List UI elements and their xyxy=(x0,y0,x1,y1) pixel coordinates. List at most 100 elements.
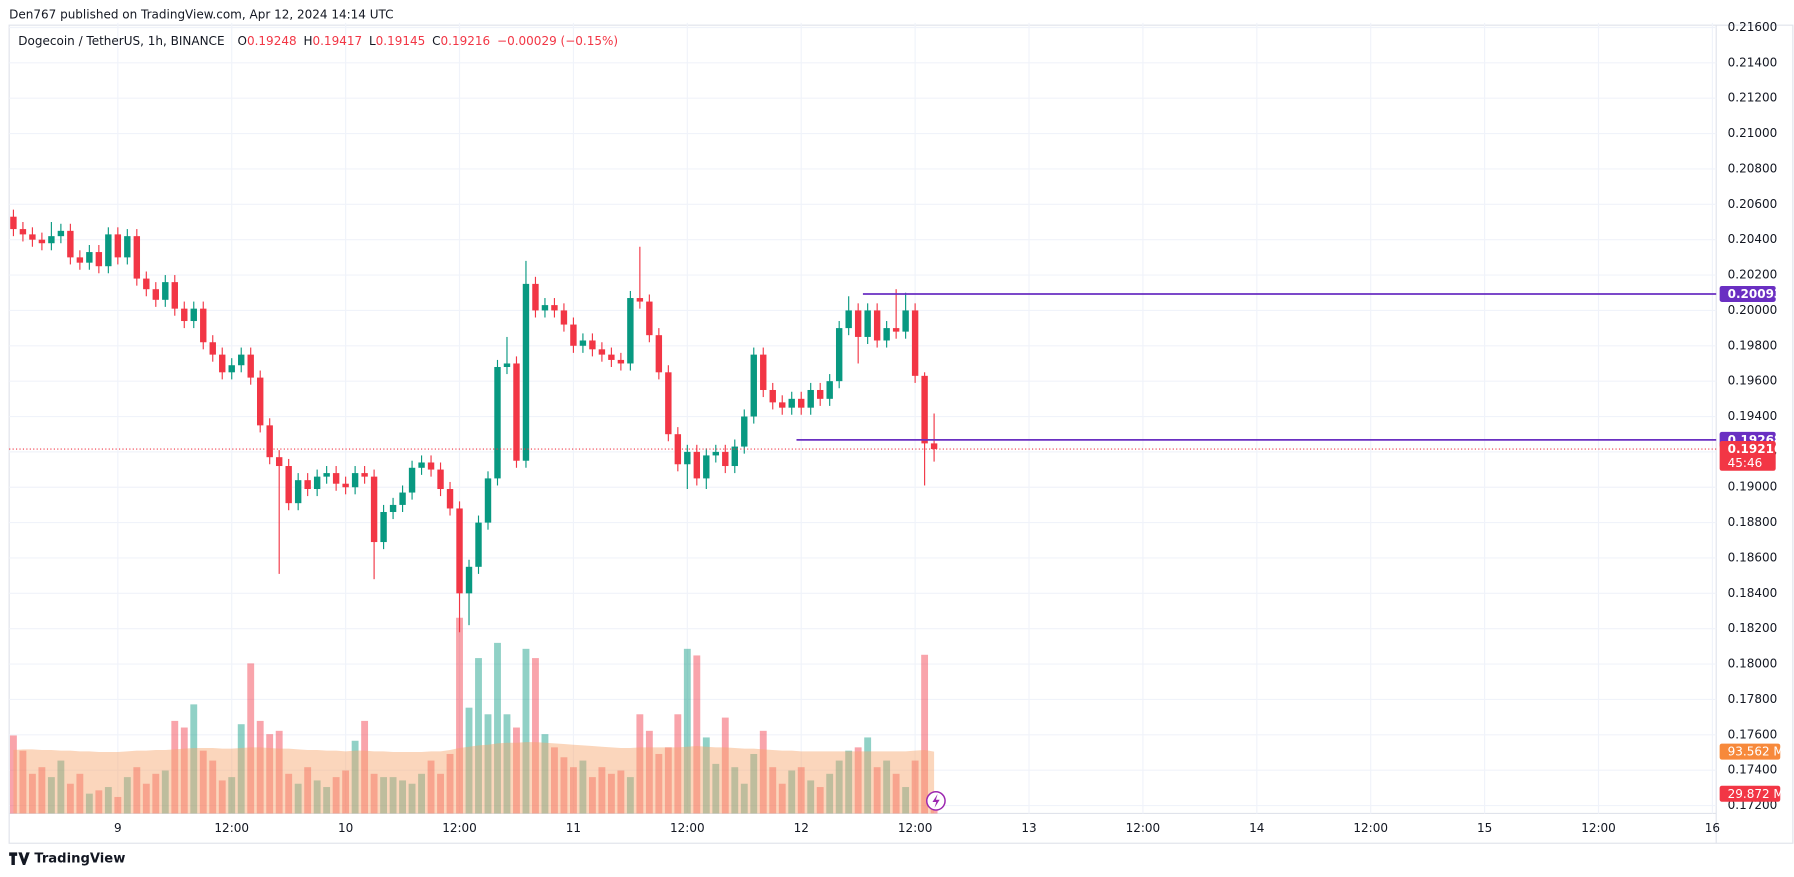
volume-bar xyxy=(683,648,691,814)
candle-body xyxy=(684,451,691,465)
ohlc-value: 0.19216 xyxy=(441,34,491,48)
candle-body xyxy=(892,328,900,332)
volume-bar xyxy=(351,740,359,814)
candle-body xyxy=(48,236,55,244)
volume-bar xyxy=(484,714,492,814)
volume-bar xyxy=(142,783,150,814)
volume-bar xyxy=(864,737,872,814)
x-tick-label: 15 xyxy=(1477,821,1492,835)
volume-bar xyxy=(152,773,160,814)
candle-body xyxy=(902,310,909,332)
candle-body xyxy=(171,282,178,309)
candle-body xyxy=(313,476,321,490)
x-tick-label: 14 xyxy=(1249,821,1264,835)
volume-bar xyxy=(95,790,103,814)
candle-body xyxy=(446,489,454,509)
volume-bar xyxy=(294,783,302,814)
candle-body xyxy=(598,349,606,355)
candle-body xyxy=(503,363,511,368)
candle-body xyxy=(911,310,919,376)
volume-bar xyxy=(759,730,767,814)
change: −0.00029 (−0.15%) xyxy=(497,34,618,48)
candle-body xyxy=(826,381,833,399)
volume-bar xyxy=(721,717,729,814)
candle-body xyxy=(162,282,169,300)
x-tick-label: 12:00 xyxy=(1126,821,1161,835)
candle-body xyxy=(351,473,359,488)
brand-name: TradingView xyxy=(34,852,125,867)
candle-body xyxy=(10,216,17,230)
candle-body xyxy=(845,310,852,329)
candle-body xyxy=(465,566,473,594)
candle-body xyxy=(655,335,663,373)
volume-bar xyxy=(532,658,539,814)
candle-body xyxy=(247,354,254,378)
volume-bar xyxy=(275,730,283,814)
candle-body xyxy=(399,492,406,505)
last-price-badge xyxy=(1719,441,1776,471)
candle-body xyxy=(769,389,776,403)
candle-body xyxy=(389,504,397,512)
volume-bar xyxy=(256,720,264,814)
volume-bar xyxy=(76,773,84,814)
y-tick-label: 0.18600 xyxy=(1728,550,1778,564)
candle-body xyxy=(636,298,644,302)
candle-body xyxy=(693,451,701,479)
volume-bar xyxy=(579,760,587,814)
candle-body xyxy=(275,457,283,467)
y-tick-label: 0.18400 xyxy=(1728,586,1778,600)
candle-body xyxy=(541,305,549,311)
y-tick-label: 0.21200 xyxy=(1728,91,1778,105)
candle-body xyxy=(788,398,795,408)
candle-body xyxy=(19,229,27,235)
volume-bar xyxy=(598,767,606,814)
symbol: Dogecoin / TetherUS, 1h, BINANCE xyxy=(18,34,224,48)
x-tick-label: 9 xyxy=(114,821,122,835)
candle-body xyxy=(522,283,530,461)
candle-body xyxy=(332,473,340,484)
candle-body xyxy=(816,389,824,399)
candle-body xyxy=(589,340,596,350)
volume-bar xyxy=(778,783,786,814)
volume-bar xyxy=(237,724,245,814)
candle-body xyxy=(323,473,330,477)
x-tick-label: 13 xyxy=(1021,821,1036,835)
volume-bar xyxy=(180,727,188,814)
y-tick-label: 0.20400 xyxy=(1728,232,1778,246)
ohlc-value: 0.19145 xyxy=(376,34,426,48)
published-note: Den767 published on TradingView.com, Apr… xyxy=(9,7,393,21)
y-tick-label: 0.18000 xyxy=(1728,657,1778,671)
candle-body xyxy=(703,455,710,479)
volume-bar xyxy=(513,727,520,814)
volume-bar xyxy=(797,767,805,814)
volume-ma-label: 93.562 M xyxy=(1728,745,1784,759)
volume-bar xyxy=(209,760,217,814)
candle-body xyxy=(361,473,368,477)
volume-bar xyxy=(522,648,530,814)
volume-bar xyxy=(835,760,843,814)
candle-body xyxy=(608,354,615,360)
volume-bar xyxy=(588,777,596,814)
x-tick-label: 12:00 xyxy=(442,821,477,835)
volume-bar xyxy=(788,770,796,814)
brand-logo xyxy=(9,852,30,865)
volume-bar xyxy=(9,735,17,814)
y-tick-label: 0.20000 xyxy=(1728,303,1778,317)
volume-bar xyxy=(437,773,444,814)
volume-bar xyxy=(123,777,131,814)
volume-bar xyxy=(750,753,758,814)
x-tick-label: 10 xyxy=(338,821,353,835)
volume-badge xyxy=(1719,785,1781,802)
volume-bar xyxy=(626,777,634,814)
volume-bar xyxy=(47,777,55,814)
ohlc-value: 0.19248 xyxy=(247,34,297,48)
volume-bar xyxy=(607,773,615,814)
volume-bar xyxy=(655,753,663,814)
y-tick-label: 0.20200 xyxy=(1728,268,1778,282)
volume-bar xyxy=(845,750,853,814)
y-tick-label: 0.21600 xyxy=(1728,20,1778,34)
y-tick-label: 0.19600 xyxy=(1728,374,1778,388)
candle-body xyxy=(418,462,425,468)
volume-bar xyxy=(408,783,416,814)
